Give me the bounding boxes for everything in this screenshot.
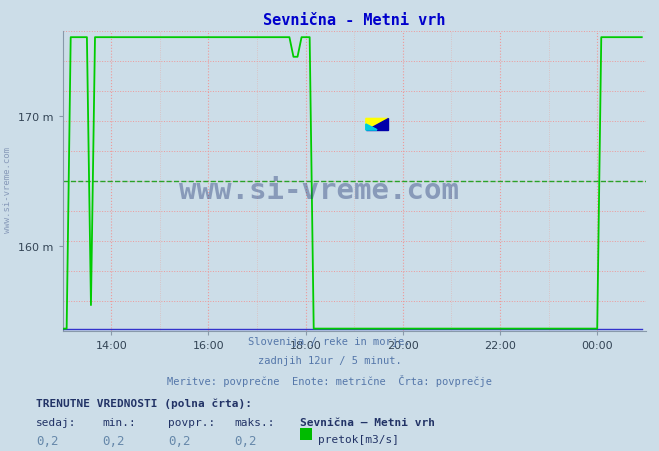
Polygon shape: [366, 119, 388, 130]
Text: 0,2: 0,2: [168, 434, 190, 447]
Text: pretok[m3/s]: pretok[m3/s]: [318, 434, 399, 444]
Polygon shape: [366, 119, 388, 130]
Text: TRENUTNE VREDNOSTI (polna črta):: TRENUTNE VREDNOSTI (polna črta):: [36, 398, 252, 408]
Text: maks.:: maks.:: [234, 417, 274, 427]
Text: Slovenija / reke in morje.: Slovenija / reke in morje.: [248, 336, 411, 346]
Text: 0,2: 0,2: [102, 434, 125, 447]
Text: povpr.:: povpr.:: [168, 417, 215, 427]
Text: sedaj:: sedaj:: [36, 417, 76, 427]
Text: 0,2: 0,2: [36, 434, 59, 447]
Text: www.si-vreme.com: www.si-vreme.com: [179, 176, 459, 204]
Polygon shape: [366, 125, 377, 130]
Text: Meritve: povprečne  Enote: metrične  Črta: povprečje: Meritve: povprečne Enote: metrične Črta:…: [167, 374, 492, 386]
Polygon shape: [366, 125, 377, 130]
Text: 0,2: 0,2: [234, 434, 256, 447]
Title: Sevnična - Metni vrh: Sevnična - Metni vrh: [263, 13, 445, 28]
Text: www.si-vreme.com: www.si-vreme.com: [3, 147, 13, 232]
Text: zadnjih 12ur / 5 minut.: zadnjih 12ur / 5 minut.: [258, 355, 401, 365]
Text: Sevnična – Metni vrh: Sevnična – Metni vrh: [300, 417, 435, 427]
Text: min.:: min.:: [102, 417, 136, 427]
